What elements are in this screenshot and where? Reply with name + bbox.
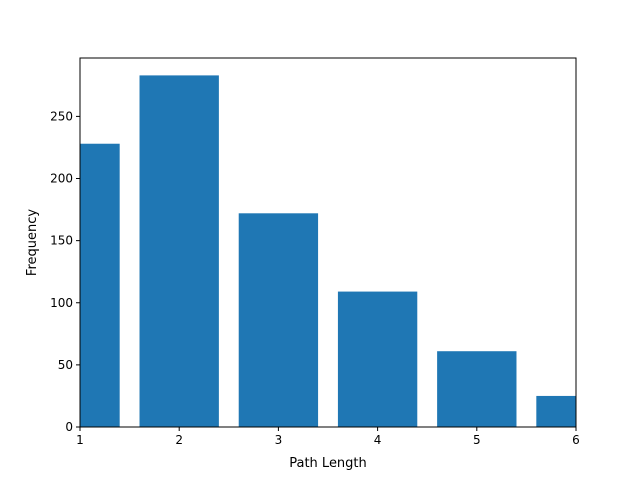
y-tick-label: 150	[50, 234, 73, 248]
x-tick-label: 6	[572, 433, 580, 447]
x-axis-label: Path Length	[289, 456, 367, 471]
bars-group	[80, 75, 576, 427]
x-tick-label: 2	[175, 433, 183, 447]
bar-6	[536, 395, 576, 427]
y-tick-label: 200	[50, 172, 73, 186]
y-axis-label: Frequency	[25, 209, 40, 276]
x-tick-label: 5	[473, 433, 481, 447]
y-tick-label: 250	[50, 109, 73, 123]
bar-2	[139, 75, 219, 427]
y-tick-label: 50	[58, 358, 73, 372]
x-tick-label: 3	[275, 433, 283, 447]
x-tick-label: 1	[76, 433, 84, 447]
x-ticks-group: 1 2 3 4 5 6	[76, 427, 580, 447]
x-tick-label: 4	[374, 433, 382, 447]
bar-4	[337, 291, 418, 427]
y-tick-label: 100	[50, 296, 73, 310]
y-tick-label: 0	[65, 420, 73, 434]
bar-5	[437, 351, 517, 427]
y-ticks-group: 0 50 100 150 200 250	[50, 109, 80, 434]
plot-frame	[79, 57, 577, 428]
bar-3	[238, 213, 319, 427]
bar-1	[80, 143, 120, 427]
